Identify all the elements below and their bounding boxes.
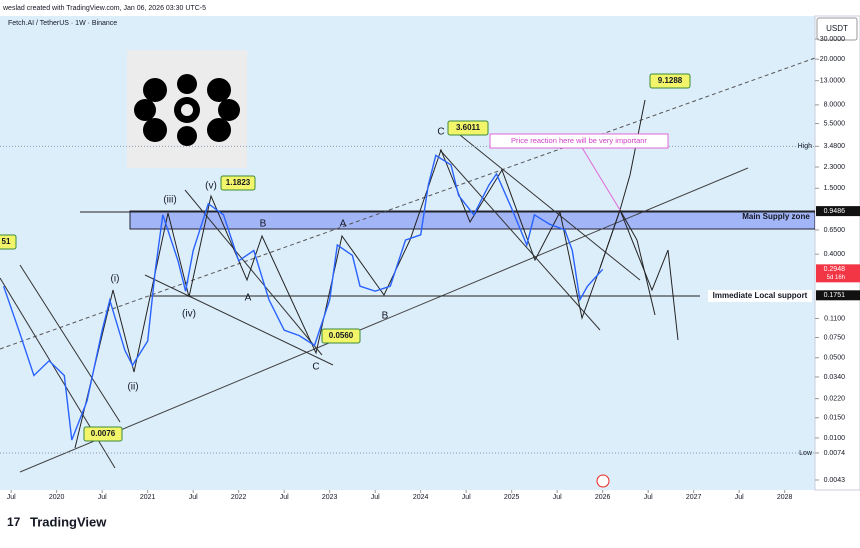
x-tick-label: Jul	[189, 494, 198, 501]
y-tick-label: 2.3000	[824, 164, 846, 171]
y-tick-label: 0.0500	[824, 355, 846, 362]
branding: TradingView	[30, 514, 107, 529]
x-tick-label: 2020	[49, 494, 65, 501]
y-tick-label: 0.4000	[824, 251, 846, 258]
x-tick-label: Jul	[371, 494, 380, 501]
x-tick-label: 2022	[231, 494, 247, 501]
note: Immediate Local support	[713, 291, 808, 300]
brand-mark: 17	[7, 515, 21, 529]
price-badge	[816, 264, 860, 283]
wave-label: A	[340, 219, 347, 230]
logo	[127, 50, 247, 168]
y-tick-label: 0.0074	[824, 450, 846, 457]
wave-label: A	[245, 293, 252, 304]
callout-label: 3.6011	[456, 123, 481, 132]
callout-box	[220, 175, 256, 191]
plot-area	[0, 16, 815, 490]
callout-box	[83, 426, 123, 442]
y-tick-label: 20.0000	[820, 56, 845, 63]
y-tick-label: 13.0000	[820, 78, 845, 85]
x-tick-label: Jul	[280, 494, 289, 501]
currency-box	[816, 17, 858, 41]
callout-label: 51	[2, 237, 11, 246]
y-tick-label: 0.0750	[824, 334, 846, 341]
callout-box	[649, 73, 691, 89]
x-tick-label: Jul	[462, 494, 471, 501]
price-badge-label: 0.2948	[824, 266, 846, 273]
wave-label: (iii)	[163, 195, 176, 206]
y-tick-label: 8.0000	[824, 102, 846, 109]
wave-label: (ii)	[127, 382, 138, 393]
note-bg	[708, 290, 812, 302]
x-tick-label: 2025	[504, 494, 520, 501]
symbol: Fetch.AI / TetherUS · 1W · Binance	[8, 20, 117, 27]
y-tick-label: 0.0340	[824, 374, 846, 381]
y-tick-label: 0.0150	[824, 415, 846, 422]
y-tick-label: 1.5000	[824, 185, 846, 192]
wave-label: (iv)	[182, 309, 196, 320]
price-badge	[816, 290, 860, 301]
y-tick-label: 0.6500	[824, 227, 846, 234]
note-bg	[489, 133, 669, 149]
price-axis	[814, 15, 860, 491]
wave-label: B	[382, 311, 389, 322]
level-label: Low	[799, 450, 813, 457]
wave-label: (i)	[111, 274, 120, 285]
callout-box	[321, 328, 361, 344]
x-tick-label: 2026	[595, 494, 611, 501]
credit: weslad created with TradingView.com, Jan…	[2, 5, 206, 12]
wave-label: B	[260, 219, 267, 230]
callout-box	[0, 234, 17, 250]
y-tick-label: 0.1100	[824, 315, 845, 322]
event-icon	[596, 474, 610, 488]
x-tick-label: 2023	[322, 494, 338, 501]
x-tick-label: 2027	[686, 494, 702, 501]
wave-label: (v)	[205, 181, 217, 192]
x-tick-label: Jul	[98, 494, 107, 501]
price-badge-label: 0.9486	[824, 208, 846, 215]
level-label: High	[798, 143, 813, 150]
y-tick-label: 0.0043	[824, 477, 846, 484]
y-tick-label: 30.0000	[820, 36, 845, 43]
x-tick-label: Jul	[735, 494, 744, 501]
drawings	[0, 57, 815, 473]
callout-label: 9.1288	[658, 76, 683, 85]
wave-label: C	[312, 362, 319, 373]
price-badge-label: 0.1751	[824, 292, 846, 299]
y-tick-label: 0.0100	[824, 435, 846, 442]
callout-label: 0.0560	[329, 331, 354, 340]
x-tick-label: 2021	[140, 494, 156, 501]
y-tick-label: 0.0220	[824, 396, 846, 403]
note: Main Supply zone	[742, 212, 810, 221]
x-tick-label: 2024	[413, 494, 429, 501]
price-badge	[816, 206, 860, 217]
y-tick-label: 3.4800	[824, 143, 846, 150]
price-line	[2, 154, 604, 441]
x-tick-label: Jul	[553, 494, 562, 501]
price-badge-note: 5d 16h	[827, 275, 845, 281]
y-tick-label: 5.5000	[824, 120, 846, 127]
x-tick-label: Jul	[644, 494, 653, 501]
wave-label: C	[437, 127, 444, 138]
callout-label: 0.0076	[91, 429, 116, 438]
x-tick-label: 2028	[777, 494, 793, 501]
callout-box	[447, 120, 489, 136]
currency: USDT	[826, 24, 848, 33]
callout-label: 1.1823	[226, 178, 251, 187]
x-tick-label: Jul	[7, 494, 16, 501]
note: Price reaction here will be very importa…	[511, 136, 647, 145]
